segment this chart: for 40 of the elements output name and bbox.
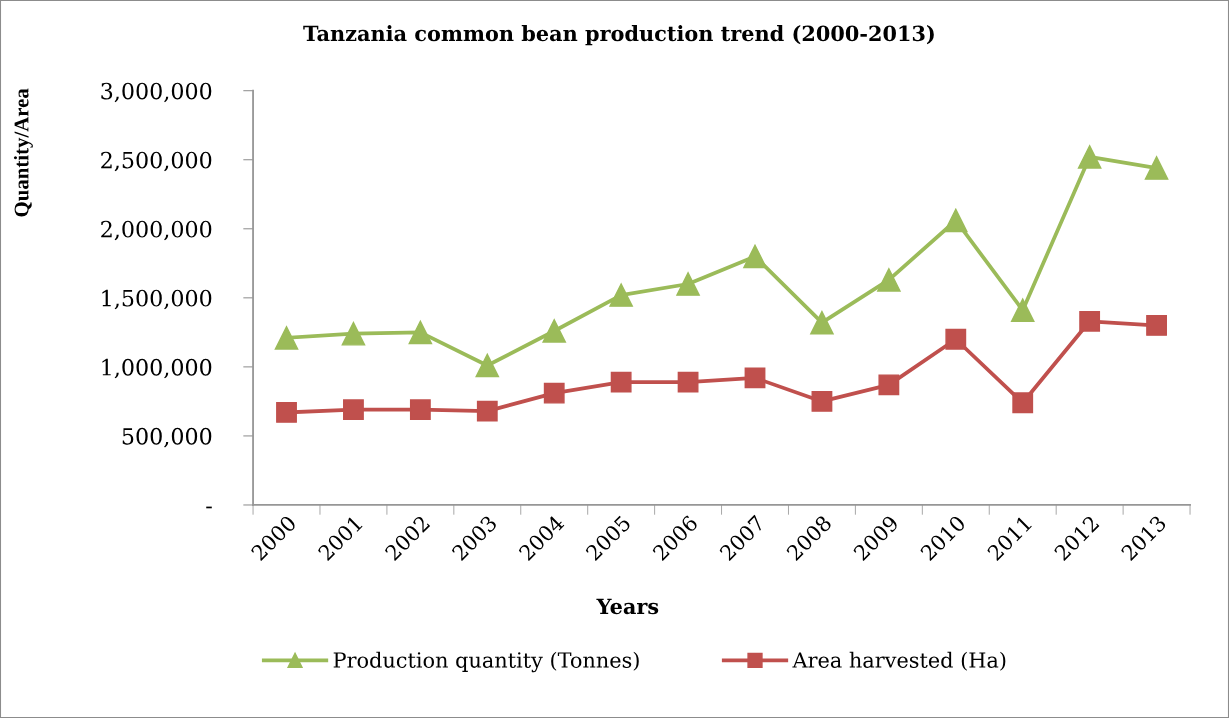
point bbox=[877, 268, 901, 292]
point bbox=[341, 321, 366, 346]
point bbox=[676, 272, 700, 296]
point bbox=[943, 208, 968, 233]
point bbox=[1079, 310, 1101, 332]
legend-label: Area harvested (Ha) bbox=[792, 651, 1006, 671]
point bbox=[408, 320, 433, 345]
point bbox=[811, 390, 833, 412]
point bbox=[743, 244, 767, 269]
point bbox=[610, 371, 632, 393]
point bbox=[1144, 156, 1169, 180]
point bbox=[677, 371, 699, 393]
y-tick-label: - bbox=[206, 506, 212, 509]
chart-title: Tanzania common bean production trend (2000-2013) bbox=[303, 25, 934, 46]
point bbox=[343, 399, 364, 421]
point bbox=[1146, 315, 1167, 336]
y-tick-label: 2,000,000 bbox=[101, 220, 212, 241]
point bbox=[810, 310, 834, 335]
legend-label: Production quantity (Tonnes) bbox=[333, 651, 639, 673]
point bbox=[274, 326, 299, 350]
y-tick-label: 1,000,000 bbox=[102, 358, 212, 379]
x-axis-title: Years bbox=[596, 598, 659, 615]
point bbox=[945, 328, 967, 350]
y-axis-title: Quantity/Area bbox=[13, 88, 33, 217]
point bbox=[543, 382, 565, 404]
point bbox=[276, 402, 297, 423]
point bbox=[1012, 392, 1034, 414]
point bbox=[878, 374, 900, 396]
point bbox=[542, 319, 567, 343]
point bbox=[409, 399, 431, 421]
y-tick-label: 3,000,000 bbox=[101, 82, 212, 103]
point bbox=[609, 283, 633, 307]
point bbox=[475, 353, 500, 378]
point bbox=[744, 367, 766, 389]
y-tick-label: 1,500,000 bbox=[102, 289, 212, 310]
point bbox=[1077, 145, 1102, 169]
y-tick-label: 500,000 bbox=[122, 427, 212, 448]
y-tick-label: 2,500,000 bbox=[101, 151, 212, 172]
point bbox=[476, 400, 498, 422]
point bbox=[1010, 298, 1035, 323]
